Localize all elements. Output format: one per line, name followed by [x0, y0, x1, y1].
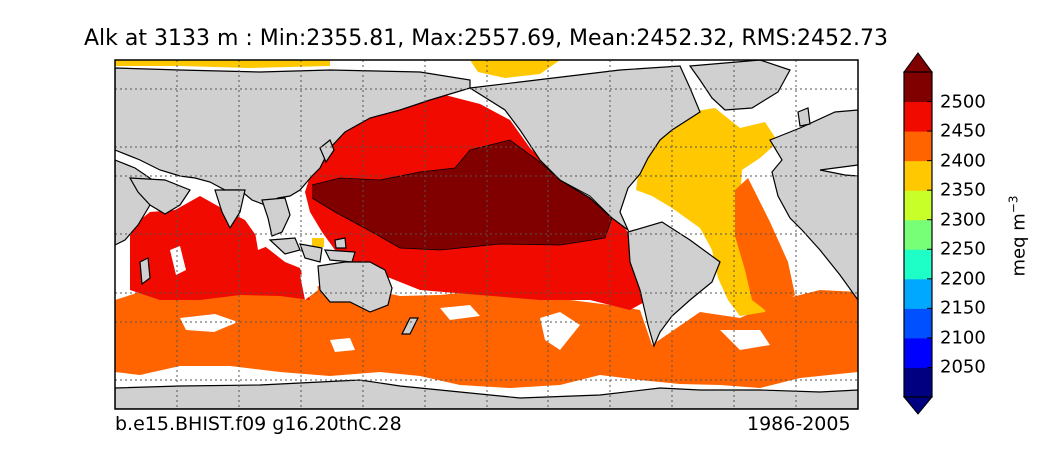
colorbar-min-arrow	[902, 396, 934, 415]
colorbar-tick-label: 2500	[940, 91, 986, 113]
greenland-landmass	[688, 60, 791, 111]
indian-ocean-region	[130, 196, 310, 300]
colorbar-segment	[904, 249, 932, 280]
plot-title: Alk at 3133 m : Min:2355.81, Max:2557.69…	[83, 26, 888, 51]
east-atlantic-region	[735, 178, 795, 314]
arctic-patch-region	[115, 60, 560, 78]
colorbar-max-arrow	[903, 52, 933, 73]
colorbar	[902, 52, 934, 415]
india-landmass	[214, 189, 246, 230]
arabia-landmass	[128, 177, 191, 215]
colorbar-segment	[904, 101, 932, 132]
contour-line	[311, 139, 613, 251]
north-america-landmass	[468, 65, 701, 232]
pacific-core-region	[312, 140, 612, 250]
colorbar-frame	[903, 71, 933, 398]
colorbar-segment	[904, 308, 932, 339]
map-panel	[115, 60, 858, 409]
colorbar-segment	[904, 190, 932, 221]
eurasia-landmass	[115, 67, 471, 206]
colorbar-segment	[904, 160, 932, 191]
graticule	[115, 60, 858, 409]
period-label: 1986-2005	[747, 413, 851, 435]
japan-landmass	[319, 139, 335, 164]
indonesia-islands	[268, 237, 356, 263]
british-isles-landmass	[797, 107, 811, 127]
colorbar-segment	[904, 219, 932, 250]
europe-africa-landmass	[769, 109, 858, 302]
colorbar-segments	[904, 72, 932, 398]
colorbar-tick-label: 2300	[940, 209, 986, 231]
australia-landmass	[317, 261, 393, 313]
colorbar-tick-label: 2350	[940, 179, 986, 201]
colorbar-tick-label: 2400	[940, 150, 986, 172]
colorbar-segment	[904, 337, 932, 368]
colorbar-segment	[904, 367, 932, 398]
colorbar-segment	[904, 72, 932, 103]
colorbar-segment	[904, 278, 932, 309]
map-frame	[114, 59, 859, 410]
new-zealand-landmass	[401, 317, 419, 335]
colorbar-units-label: meq m−3	[1006, 195, 1030, 277]
colorbar-tick-label: 2150	[940, 297, 986, 319]
colorbar-tick-label: 2250	[940, 238, 986, 260]
colorbar-tick-label: 2450	[940, 120, 986, 142]
run-id-label: b.e15.BHIST.f09 g16.20thC.28	[115, 413, 402, 435]
colorbar-tick-label: 2050	[940, 356, 986, 378]
madagascar-landmass	[139, 257, 151, 286]
indochina-landmass	[261, 197, 291, 237]
colorbar-tick-label: 2200	[940, 268, 986, 290]
colorbar-segment	[904, 131, 932, 162]
colorbar-tick-label: 2100	[940, 327, 986, 349]
marginal-sea-patch	[312, 238, 324, 247]
